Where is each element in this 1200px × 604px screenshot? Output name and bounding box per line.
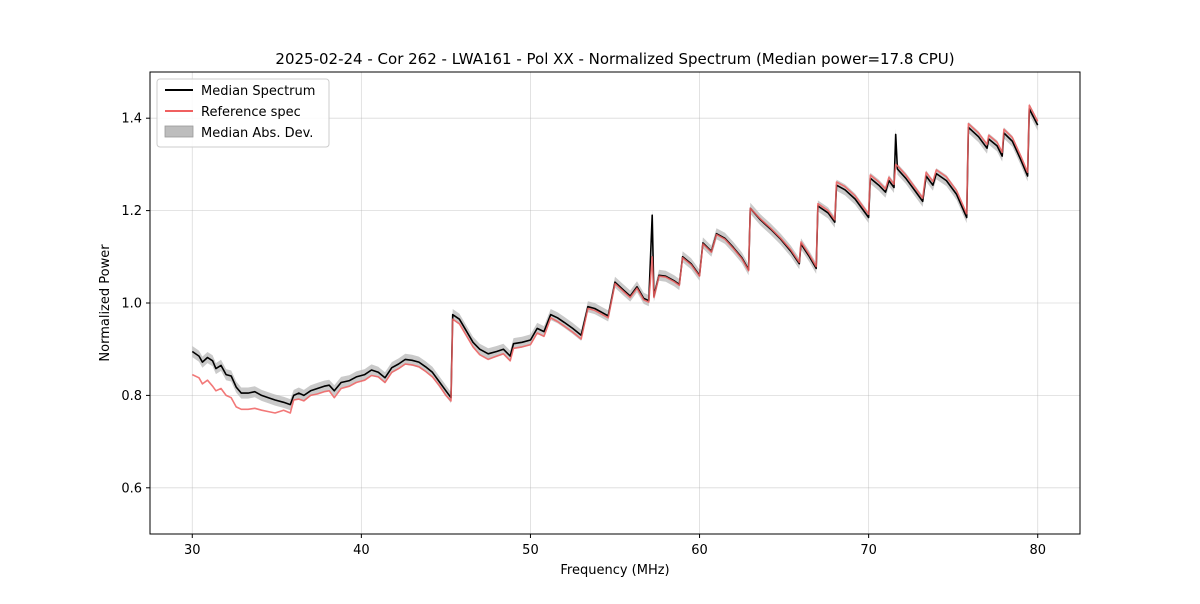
x-tick-label: 70 xyxy=(860,543,877,558)
plot-area xyxy=(191,103,1039,414)
series-lines xyxy=(191,104,1039,414)
x-axis-ticks: 30 40 50 60 70 80 xyxy=(184,534,1046,558)
y-tick-label: 1.2 xyxy=(121,204,142,219)
x-tick-label: 30 xyxy=(184,543,201,558)
y-tick-label: 0.6 xyxy=(121,481,142,496)
legend-median-label: Median Spectrum xyxy=(201,84,315,99)
y-axis-label: Normalized Power xyxy=(98,244,113,362)
y-tick-label: 1.0 xyxy=(121,297,142,312)
legend: Median Spectrum Reference spec Median Ab… xyxy=(156,78,330,148)
reference-spec-line xyxy=(191,104,1039,414)
y-tick-label: 0.8 xyxy=(121,389,142,404)
median-spectrum-line xyxy=(191,108,1039,406)
y-axis-ticks: 0.6 0.8 1.0 1.2 1.4 xyxy=(121,112,150,496)
y-tick-label: 1.4 xyxy=(121,112,142,127)
legend-mad-label: Median Abs. Dev. xyxy=(201,126,313,141)
x-tick-label: 40 xyxy=(353,543,370,558)
x-tick-label: 80 xyxy=(1029,543,1046,558)
chart-title: 2025-02-24 - Cor 262 - LWA161 - Pol XX -… xyxy=(275,50,954,68)
x-tick-label: 60 xyxy=(691,543,708,558)
legend-mad-swatch xyxy=(164,125,194,138)
x-tick-label: 50 xyxy=(522,543,539,558)
legend-reference-label: Reference spec xyxy=(201,105,301,120)
legend-box xyxy=(156,78,330,148)
x-axis-label: Frequency (MHz) xyxy=(560,563,669,578)
